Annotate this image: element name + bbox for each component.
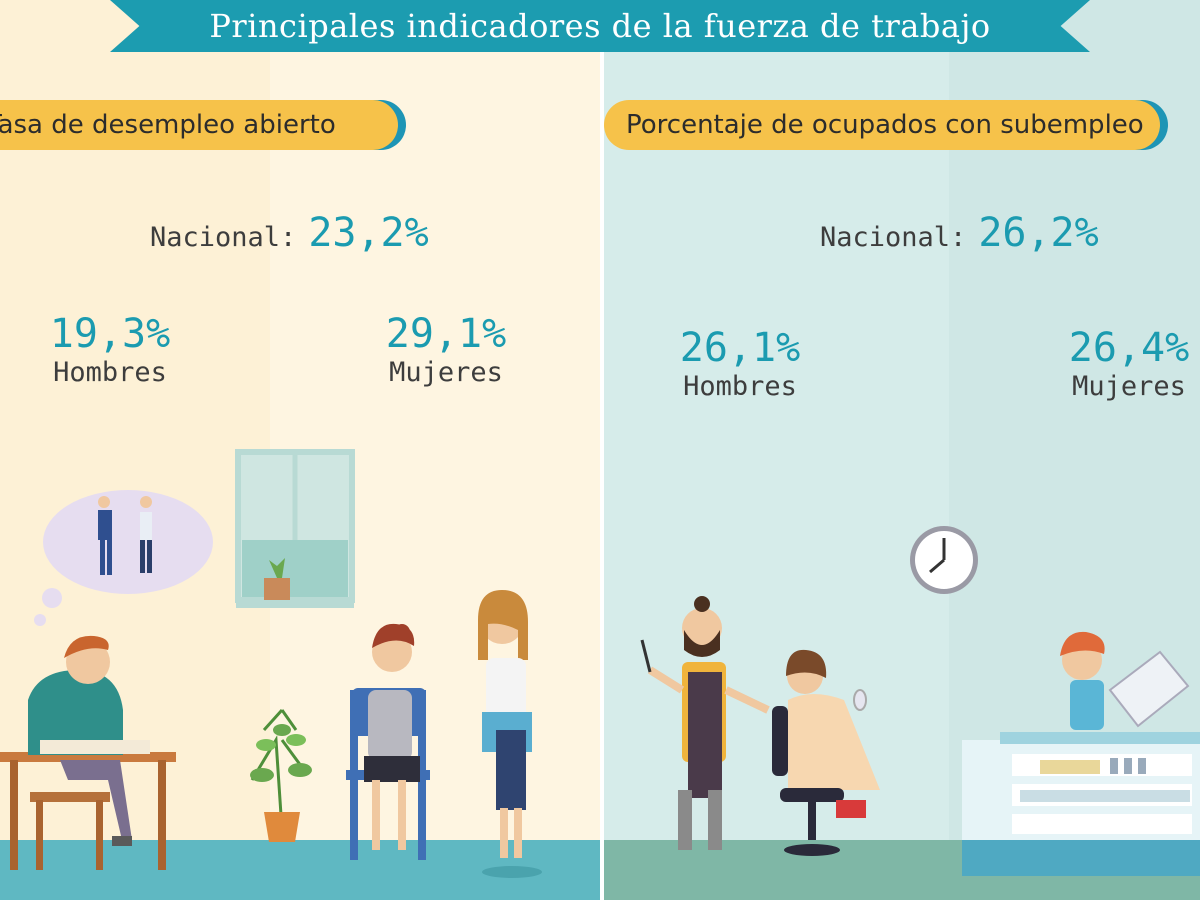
right-national-stat: Nacional: 26,2% [820, 210, 1099, 256]
national-value: 23,2% [308, 210, 429, 256]
barber-illustration [640, 596, 770, 850]
pharmacist-illustration [1060, 631, 1190, 730]
window-icon [235, 449, 355, 608]
women-value: 26,4% [1068, 325, 1190, 371]
men-label: Hombres [53, 357, 167, 388]
header-pill: Tasa de desempleo abierto [0, 100, 398, 150]
right-women-stat: 26,4% Mujeres [1060, 326, 1198, 404]
section-header-left: Tasa de desempleo abierto [0, 100, 398, 150]
salon-customer-illustration [772, 649, 880, 856]
header-pill: Porcentaje de ocupados con subempleo [604, 100, 1160, 150]
women-label: Mujeres [1072, 371, 1186, 402]
wall-clock-icon [910, 526, 978, 594]
pharmacy-counter-illustration [962, 732, 1200, 876]
section-title-unemployment: Tasa de desempleo abierto [0, 110, 336, 140]
stressed-man-illustration [0, 635, 176, 870]
men-label: Hombres [683, 371, 797, 402]
left-women-stat: 29,1% Mujeres [376, 312, 516, 390]
section-title-underemployment: Porcentaje de ocupados con subempleo [626, 110, 1144, 140]
national-label: Nacional: [820, 222, 967, 253]
men-value: 19,3% [49, 311, 171, 357]
potted-plant-icon [250, 708, 312, 842]
thought-bubble-icon [34, 490, 213, 626]
standing-woman-illustration [478, 590, 542, 878]
national-value: 26,2% [978, 210, 1099, 256]
right-men-stat: 26,1% Hombres [670, 326, 810, 404]
national-label: Nacional: [150, 222, 297, 253]
seated-woman-illustration [346, 623, 430, 860]
men-value: 26,1% [679, 325, 801, 371]
page-title: Principales indicadores de la fuerza de … [209, 7, 991, 45]
women-label: Mujeres [389, 357, 503, 388]
title-banner: Principales indicadores de la fuerza de … [110, 0, 1090, 52]
women-value: 29,1% [385, 311, 507, 357]
section-header-right: Porcentaje de ocupados con subempleo [604, 100, 1160, 150]
panel-divider [600, 0, 604, 900]
left-national-stat: Nacional: 23,2% [150, 210, 429, 256]
left-men-stat: 19,3% Hombres [40, 312, 180, 390]
